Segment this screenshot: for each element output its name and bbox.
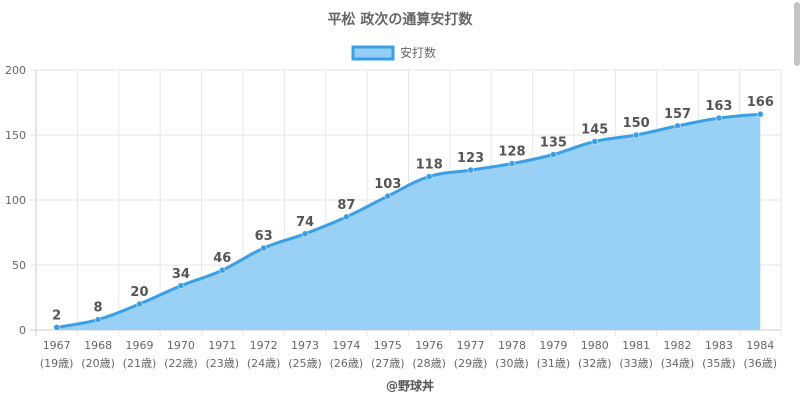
data-point: [591, 138, 598, 145]
x-tick-label: 1978: [498, 339, 526, 352]
data-label: 135: [540, 136, 567, 151]
x-tick-label: 1976: [415, 339, 443, 352]
y-tick-label: 50: [12, 259, 26, 272]
data-point: [715, 114, 723, 122]
x-axis: 1967 (19歳) 1968 (20歳) 1969 (21歳) 1970 (22歳) 1971…: [40, 339, 777, 370]
legend-label: 安打数: [400, 45, 436, 60]
x-tick-age-label: (19歳): [40, 357, 74, 370]
data-point: [550, 151, 557, 158]
data-label: 118: [416, 158, 443, 173]
series-area: [56, 114, 761, 330]
x-tick-label: 1975: [374, 339, 402, 352]
data-point: [343, 213, 350, 221]
x-tick-label: 1974: [332, 339, 360, 352]
data-label: 163: [705, 99, 732, 114]
series-line: [56, 112, 761, 329]
x-tick-age-label: (24歳): [247, 357, 281, 370]
data-label: 87: [337, 198, 355, 213]
x-tick-label: 1970: [167, 339, 195, 352]
data-point: [384, 192, 392, 200]
y-tick-label: 150: [5, 129, 26, 142]
x-tick-label: 1968: [84, 339, 112, 352]
data-point: [301, 230, 309, 238]
x-tick-age-label: (29歳): [454, 357, 488, 370]
data-point: [260, 244, 267, 252]
x-tick-label: 1973: [291, 339, 319, 352]
y-tick-label: 100: [5, 194, 26, 207]
y-axis: 0 50 100 150 200: [5, 64, 26, 337]
x-tick-age-label: (34歳): [661, 357, 695, 370]
data-label: 166: [747, 95, 774, 110]
data-label: 123: [457, 151, 484, 166]
x-tick-age-label: (30歳): [495, 357, 529, 370]
x-tick-age-label: (25歳): [288, 357, 322, 370]
data-point: [757, 110, 764, 118]
data-label: 150: [623, 116, 650, 131]
x-tick-label: 1979: [539, 339, 567, 352]
x-tick-age-label: (20歳): [81, 357, 115, 370]
data-point: [177, 282, 185, 290]
y-tick-label: 0: [19, 324, 26, 337]
x-tick-age-label: (23歳): [205, 357, 239, 370]
chart-title: 平松 政次の通算安打数: [328, 11, 474, 28]
data-label: 8: [94, 301, 103, 316]
x-tick-age-label: (27歳): [371, 357, 405, 370]
x-tick-age-label: (22歳): [164, 357, 198, 370]
data-label: 20: [130, 285, 148, 300]
data-point: [508, 160, 516, 167]
data-point: [425, 173, 433, 180]
x-tick-label: 1980: [581, 339, 609, 352]
x-tick-label: 1984: [746, 339, 774, 352]
data-point: [136, 300, 143, 308]
data-label: 145: [581, 123, 608, 138]
data-label: 46: [213, 251, 231, 266]
data-label: 128: [498, 145, 525, 160]
data-label: 34: [172, 267, 190, 282]
credit-text: @野球丼: [386, 378, 434, 393]
x-tick-label: 1972: [250, 339, 278, 352]
x-tick-label: 1969: [125, 339, 153, 352]
data-point: [674, 122, 681, 130]
x-tick-age-label: (31歳): [537, 357, 571, 370]
x-tick-age-label: (21歳): [123, 357, 157, 370]
x-tick-age-label: (36歳): [744, 357, 778, 370]
x-tick-age-label: (32歳): [578, 357, 612, 370]
data-point: [467, 166, 474, 174]
x-tick-label: 1967: [43, 339, 71, 352]
legend[interactable]: 安打数: [351, 45, 436, 61]
data-label: 74: [296, 215, 314, 230]
data-label: 2: [52, 308, 61, 323]
x-tick-label: 1977: [457, 339, 485, 352]
data-point: [94, 316, 102, 323]
y-tick-label: 200: [5, 64, 26, 77]
data-label: 103: [374, 177, 401, 192]
data-point: [632, 131, 640, 139]
data-point: [53, 324, 60, 331]
legend-swatch: [351, 45, 395, 61]
scrollbar[interactable]: [794, 2, 800, 66]
data-point: [219, 266, 226, 274]
x-tick-label: 1982: [664, 339, 692, 352]
x-tick-label: 1983: [705, 339, 733, 352]
x-tick-age-label: (26歳): [330, 357, 364, 370]
data-label: 157: [664, 107, 691, 122]
x-tick-age-label: (35歳): [702, 357, 736, 370]
x-tick-age-label: (28歳): [412, 357, 446, 370]
x-tick-age-label: (33歳): [619, 357, 653, 370]
x-tick-label: 1971: [208, 339, 236, 352]
plot-area: 2 8 20 34 46 63 74 87 103 118 123 128 135 145 150 157 16…: [52, 95, 774, 331]
x-tick-label: 1981: [622, 339, 650, 352]
data-label: 63: [255, 229, 273, 244]
